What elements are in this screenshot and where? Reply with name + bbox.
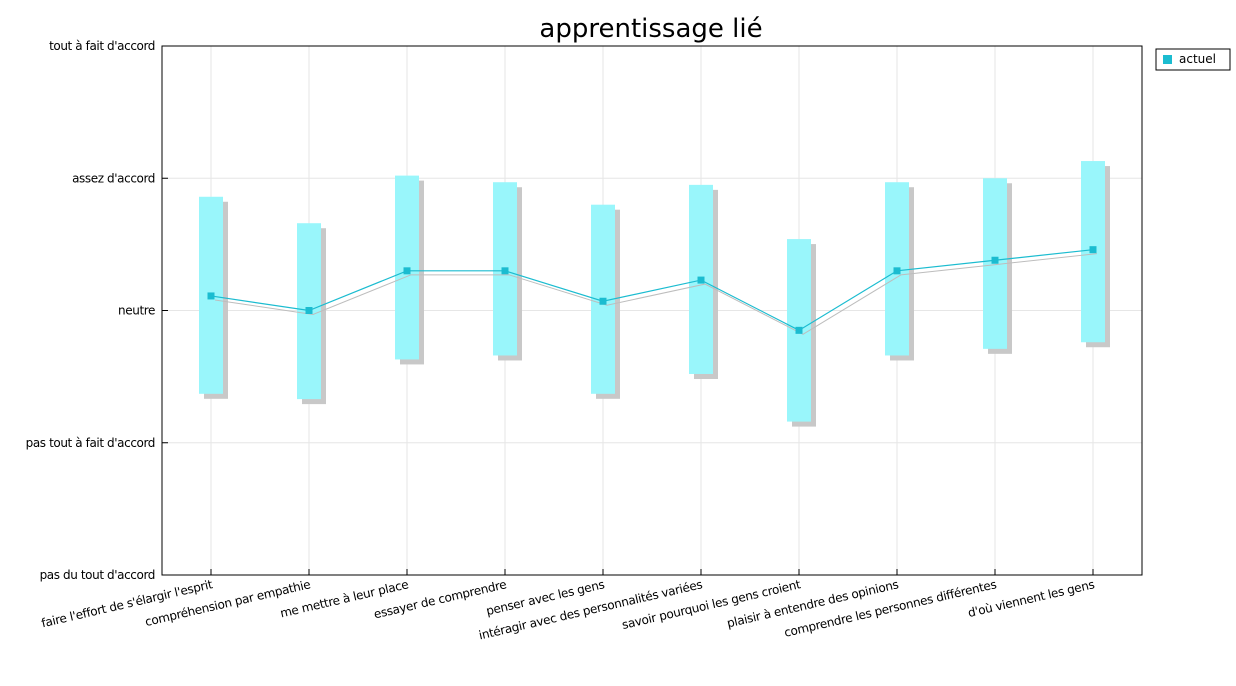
data-point <box>991 256 999 264</box>
y-tick-label: pas tout à fait d'accord <box>26 436 155 450</box>
y-tick-label: pas du tout d'accord <box>40 568 155 582</box>
data-point <box>1089 246 1097 254</box>
data-point <box>305 307 313 314</box>
y-tick-label: tout à fait d'accord <box>49 39 155 53</box>
data-point <box>599 297 607 305</box>
series-line-shadow <box>214 253 1098 335</box>
legend-label: actuel <box>1179 52 1216 66</box>
legend-swatch <box>1163 55 1172 64</box>
data-point <box>795 326 803 334</box>
range-bars <box>199 161 1110 427</box>
y-tick-label: neutre <box>118 304 155 318</box>
data-point <box>501 267 509 275</box>
data-point <box>207 292 215 300</box>
data-point <box>697 276 705 284</box>
data-point <box>893 267 901 275</box>
y-axis-ticks: pas du tout d'accord pas tout à fait d'ac… <box>26 39 168 582</box>
series-line <box>210 249 1094 332</box>
x-tick-label: compréhension par empathie <box>144 577 312 629</box>
y-tick-label: assez d'accord <box>72 171 155 185</box>
x-axis-ticks: faire l'effort de s'élargir l'espritcomp… <box>40 569 1096 642</box>
chart-title: apprentissage lié <box>539 14 762 44</box>
data-points <box>207 246 1097 334</box>
legend: actuel <box>1155 48 1231 71</box>
data-point <box>403 267 411 275</box>
series-lines <box>210 249 1098 335</box>
x-tick-label: faire l'effort de s'élargir l'esprit <box>40 577 214 630</box>
legend-box <box>1155 48 1231 71</box>
